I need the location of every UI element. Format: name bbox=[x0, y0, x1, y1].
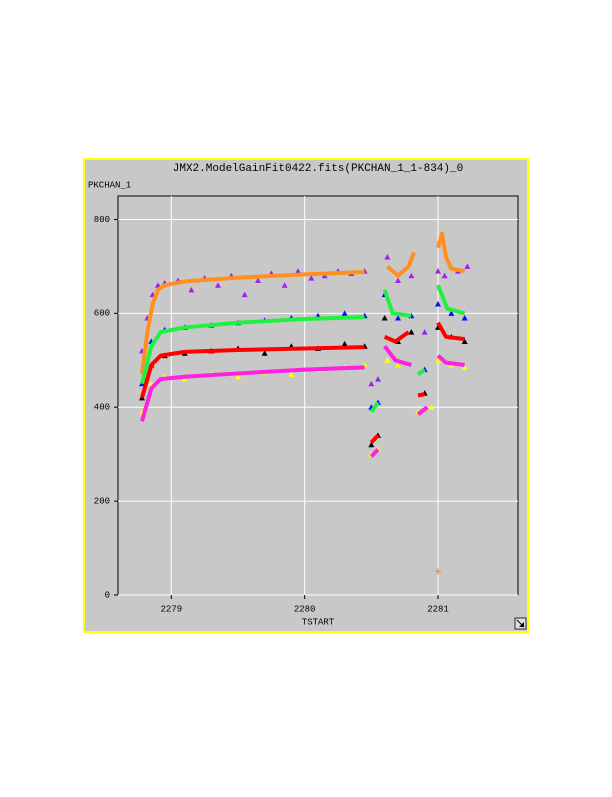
triangle-point bbox=[295, 268, 301, 274]
triangle-point bbox=[308, 275, 315, 281]
triangle-point bbox=[341, 340, 348, 347]
triangle-point bbox=[155, 282, 161, 288]
triangle-point bbox=[464, 263, 471, 269]
triangle-point bbox=[281, 282, 288, 288]
x-axis-label: TSTART bbox=[302, 617, 335, 627]
y-tick-label: 800 bbox=[94, 215, 110, 225]
y-tick-label: 400 bbox=[94, 403, 110, 413]
fit-line bbox=[140, 345, 465, 458]
resize-icon[interactable] bbox=[514, 617, 527, 630]
y-axis-label: PKCHAN_1 bbox=[88, 180, 131, 190]
triangle-point bbox=[461, 315, 468, 321]
x-tick-label: 2280 bbox=[294, 604, 316, 614]
x-tick-label: 2281 bbox=[427, 604, 449, 614]
triangle-point bbox=[461, 364, 468, 370]
triangle-point bbox=[384, 254, 391, 260]
triangle-point bbox=[395, 315, 401, 321]
plus-point bbox=[435, 568, 441, 575]
triangle-point bbox=[448, 310, 455, 316]
triangle-point bbox=[235, 373, 241, 380]
triangle-point bbox=[368, 441, 375, 448]
triangle-point bbox=[181, 376, 188, 382]
triangle-point bbox=[255, 277, 261, 283]
y-tick-label: 0 bbox=[105, 590, 110, 600]
fit-line bbox=[140, 231, 466, 375]
triangle-point bbox=[368, 380, 375, 387]
triangle-point bbox=[395, 277, 401, 283]
triangle-point bbox=[241, 291, 248, 298]
triangle-point bbox=[375, 376, 381, 382]
triangle-point bbox=[384, 357, 391, 363]
triangle-point bbox=[441, 272, 448, 279]
y-tick-label: 600 bbox=[94, 309, 110, 319]
triangle-point bbox=[381, 315, 388, 321]
chart-frame bbox=[83, 158, 529, 633]
triangle-point bbox=[408, 272, 415, 279]
triangle-point bbox=[341, 310, 348, 316]
triangle-point bbox=[435, 268, 441, 274]
triangle-point bbox=[188, 286, 195, 293]
triangle-point bbox=[461, 338, 468, 345]
fit-line bbox=[140, 321, 465, 444]
y-tick-label: 200 bbox=[94, 496, 110, 506]
triangle-point bbox=[435, 300, 441, 307]
chart-title: JMX2.ModelGainFit0422.fits(PKCHAN_1_1-83… bbox=[173, 163, 463, 175]
triangle-point bbox=[435, 357, 441, 363]
triangle-point bbox=[288, 371, 295, 377]
triangle-point bbox=[395, 361, 401, 368]
triangle-point bbox=[421, 329, 428, 335]
x-tick-label: 2279 bbox=[161, 604, 183, 614]
triangle-point bbox=[428, 404, 435, 410]
fit-line bbox=[140, 284, 466, 414]
triangle-point bbox=[408, 329, 415, 335]
triangle-point bbox=[215, 282, 221, 288]
triangle-point bbox=[261, 350, 268, 356]
